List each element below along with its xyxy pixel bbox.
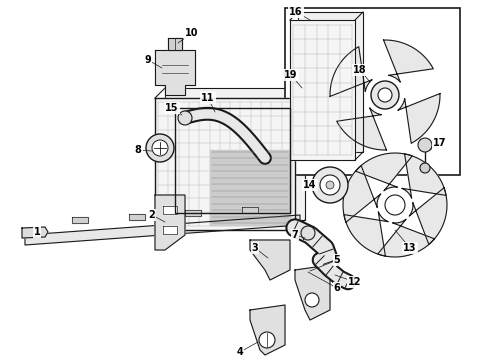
- Circle shape: [378, 88, 392, 102]
- Polygon shape: [163, 226, 177, 234]
- Text: 8: 8: [135, 145, 142, 155]
- Polygon shape: [129, 214, 145, 220]
- Polygon shape: [185, 210, 201, 216]
- Circle shape: [152, 140, 168, 156]
- Polygon shape: [163, 206, 177, 214]
- Text: 1: 1: [34, 227, 40, 237]
- Polygon shape: [155, 50, 195, 95]
- Text: 3: 3: [252, 243, 258, 253]
- Polygon shape: [356, 153, 412, 191]
- Text: 4: 4: [237, 347, 244, 357]
- Polygon shape: [72, 217, 88, 223]
- Circle shape: [320, 175, 340, 195]
- Text: 18: 18: [353, 65, 367, 75]
- Text: 16: 16: [289, 7, 303, 17]
- Circle shape: [305, 293, 319, 307]
- Polygon shape: [250, 305, 285, 355]
- Circle shape: [371, 81, 399, 109]
- Circle shape: [312, 167, 348, 203]
- Bar: [175, 108, 290, 213]
- Polygon shape: [22, 227, 48, 238]
- Polygon shape: [295, 265, 330, 320]
- Polygon shape: [250, 240, 290, 280]
- Polygon shape: [378, 219, 435, 257]
- Polygon shape: [337, 108, 387, 150]
- Bar: [285, 8, 460, 175]
- Text: 10: 10: [185, 28, 199, 38]
- Text: 12: 12: [348, 277, 362, 287]
- Circle shape: [420, 163, 430, 173]
- Polygon shape: [384, 40, 433, 82]
- Text: 15: 15: [165, 103, 179, 113]
- Text: 6: 6: [334, 283, 341, 293]
- Text: 19: 19: [284, 70, 298, 80]
- Polygon shape: [165, 88, 305, 220]
- Circle shape: [385, 195, 405, 215]
- Circle shape: [178, 111, 192, 125]
- Polygon shape: [344, 212, 388, 256]
- Text: 17: 17: [433, 138, 447, 148]
- Text: 2: 2: [148, 210, 155, 220]
- Text: 13: 13: [403, 243, 417, 253]
- Circle shape: [326, 181, 334, 189]
- Circle shape: [418, 138, 432, 152]
- Polygon shape: [210, 150, 290, 225]
- Polygon shape: [343, 166, 381, 222]
- Polygon shape: [402, 154, 446, 198]
- Text: 5: 5: [334, 255, 341, 265]
- Polygon shape: [155, 195, 185, 250]
- Polygon shape: [25, 215, 300, 245]
- Polygon shape: [330, 47, 372, 96]
- Polygon shape: [409, 188, 447, 244]
- Polygon shape: [298, 12, 363, 152]
- Circle shape: [259, 332, 275, 348]
- Polygon shape: [398, 94, 440, 143]
- Polygon shape: [290, 20, 355, 160]
- Polygon shape: [155, 98, 295, 230]
- Text: 14: 14: [303, 180, 317, 190]
- Circle shape: [301, 226, 315, 240]
- Polygon shape: [168, 38, 182, 50]
- Text: 9: 9: [145, 55, 151, 65]
- Text: 11: 11: [201, 93, 215, 103]
- Text: 7: 7: [292, 230, 298, 240]
- Circle shape: [146, 134, 174, 162]
- Polygon shape: [242, 207, 258, 213]
